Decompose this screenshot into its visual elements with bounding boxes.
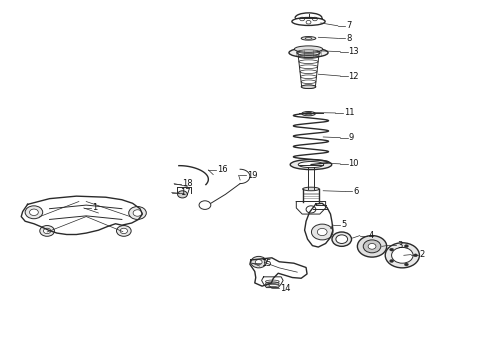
Text: 3: 3: [397, 241, 403, 250]
Ellipse shape: [294, 46, 323, 52]
Text: 17: 17: [180, 188, 191, 197]
Ellipse shape: [301, 85, 316, 89]
Circle shape: [129, 207, 147, 220]
Ellipse shape: [298, 162, 324, 168]
Circle shape: [390, 248, 393, 251]
Text: 15: 15: [261, 259, 271, 268]
Text: 16: 16: [217, 166, 227, 175]
Circle shape: [392, 247, 413, 263]
Ellipse shape: [290, 159, 332, 170]
Text: 4: 4: [368, 231, 373, 240]
Circle shape: [404, 263, 408, 266]
Ellipse shape: [289, 48, 328, 57]
Circle shape: [385, 243, 419, 268]
Circle shape: [368, 243, 376, 249]
Text: 12: 12: [348, 72, 359, 81]
Circle shape: [404, 245, 408, 248]
Text: 19: 19: [247, 171, 257, 180]
Text: 14: 14: [280, 284, 291, 293]
Circle shape: [312, 224, 333, 240]
Circle shape: [251, 256, 267, 268]
Circle shape: [177, 191, 187, 198]
Text: 18: 18: [182, 179, 193, 188]
Text: 13: 13: [348, 47, 359, 56]
Circle shape: [117, 226, 131, 236]
Circle shape: [40, 226, 54, 236]
Circle shape: [414, 254, 417, 257]
Text: 2: 2: [419, 250, 425, 259]
Circle shape: [357, 235, 387, 257]
Circle shape: [44, 228, 51, 234]
Text: 5: 5: [341, 220, 346, 229]
Circle shape: [255, 260, 262, 265]
Text: 8: 8: [346, 34, 351, 43]
Text: 1: 1: [92, 203, 98, 212]
Circle shape: [318, 228, 327, 235]
Circle shape: [363, 240, 381, 253]
Text: 6: 6: [353, 187, 359, 196]
Ellipse shape: [305, 113, 312, 115]
Ellipse shape: [301, 37, 316, 40]
Circle shape: [133, 210, 142, 216]
Circle shape: [29, 209, 38, 216]
Text: 10: 10: [348, 159, 359, 168]
Text: 11: 11: [343, 108, 354, 117]
Text: 9: 9: [348, 133, 354, 142]
Ellipse shape: [297, 50, 320, 55]
Text: 7: 7: [346, 21, 351, 30]
Ellipse shape: [305, 37, 312, 39]
Ellipse shape: [332, 232, 351, 246]
Ellipse shape: [336, 235, 347, 243]
Circle shape: [25, 206, 43, 219]
Circle shape: [390, 260, 393, 262]
Ellipse shape: [303, 187, 319, 191]
Ellipse shape: [302, 112, 316, 116]
Circle shape: [120, 228, 127, 234]
